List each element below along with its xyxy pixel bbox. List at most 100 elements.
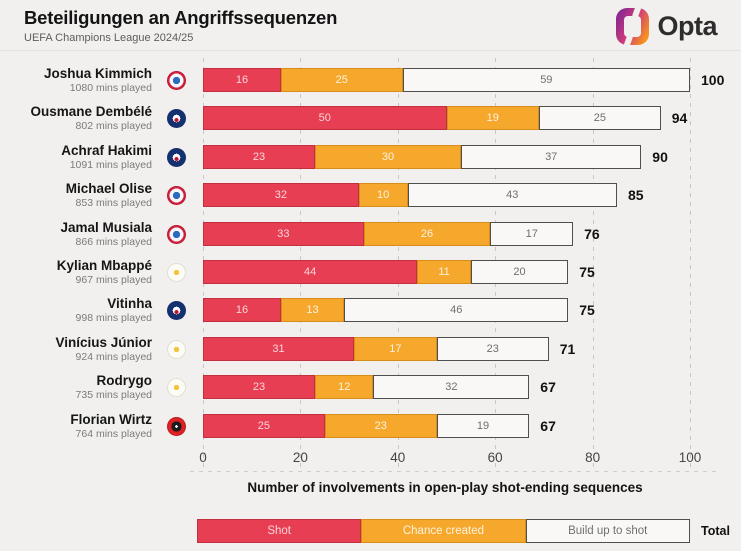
stacked-bar: 16 25 59 — [203, 68, 690, 92]
bar-segment-build-up: 25 — [539, 106, 661, 131]
opta-logo-icon-gap-top — [632, 4, 643, 18]
player-row: Vitinha 998 mins played 16 13 46 75 — [0, 291, 741, 329]
bar-segment-shot: 44 — [203, 260, 418, 284]
player-minutes: 1080 mins played — [69, 82, 152, 94]
bar-segment-chance-created: 23 — [324, 413, 437, 438]
player-label-block: Jamal Musiala 866 mins played — [0, 215, 152, 253]
x-axis-tick-label: 80 — [585, 450, 601, 465]
bar-segment-build-up: 19 — [436, 413, 530, 438]
bar-segment-build-up: 46 — [344, 298, 569, 323]
bar-segment-build-up: 59 — [402, 68, 690, 92]
bar-segment-shot: 23 — [203, 144, 315, 169]
player-name: Joshua Kimmich — [43, 66, 152, 81]
player-name: Jamal Musiala — [60, 219, 152, 235]
bar-total-value: 90 — [652, 148, 668, 165]
gridline-x-80 — [592, 58, 594, 470]
bar-segment-shot: 25 — [203, 413, 325, 438]
real-club-badge-icon — [167, 378, 186, 398]
stacked-bar: 23 12 32 — [203, 375, 530, 400]
bar-segment-build-up: 17 — [490, 221, 574, 246]
player-label-block: Florian Wirtz 764 mins played — [0, 407, 152, 445]
bar-segment-chance-created: 25 — [280, 68, 403, 92]
stacked-bar: 23 30 37 — [203, 144, 642, 169]
real-club-badge-icon — [167, 339, 186, 359]
player-label-block: Vinícius Júnior 924 mins played — [0, 330, 152, 368]
bar-segment-chance-created: 19 — [446, 106, 540, 131]
bar-segment-shot: 50 — [203, 106, 447, 131]
bar-segment-build-up: 43 — [407, 183, 617, 208]
x-axis-title: Number of involvements in open-play shot… — [247, 480, 643, 495]
player-row: Michael Olise 853 mins played 32 10 43 85 — [0, 176, 741, 214]
bar-segment-chance-created: 30 — [315, 144, 462, 169]
player-minutes: 924 mins played — [75, 350, 152, 363]
player-row: Joshua Kimmich 1080 mins played 16 25 59 100 — [0, 61, 741, 99]
bar-segment-shot: 33 — [203, 221, 364, 246]
bar-segment-chance-created: 13 — [280, 298, 345, 323]
bar-segment-chance-created: 11 — [417, 260, 471, 284]
player-minutes: 1091 mins played — [69, 158, 152, 171]
bar-segment-shot: 16 — [203, 68, 281, 92]
bar-total-value: 71 — [559, 340, 576, 357]
stacked-bar: 33 26 17 — [203, 221, 574, 246]
stacked-bar: 16 13 46 — [203, 298, 569, 323]
player-name: Achraf Hakimi — [61, 142, 152, 158]
player-name: Florian Wirtz — [70, 411, 152, 427]
bar-segment-chance-created: 12 — [315, 375, 374, 400]
axis-bottom-dashed-line — [190, 471, 717, 472]
player-name: Vinícius Júnior — [55, 334, 152, 350]
x-axis-tick-label: 0 — [199, 450, 207, 465]
psg-club-badge-icon — [167, 301, 186, 321]
legend-item-shot: Shot — [197, 519, 362, 543]
opta-logo-icon-hole — [624, 16, 642, 37]
player-row: Rodrygo 735 mins played 23 12 32 67 — [0, 368, 741, 406]
player-minutes: 802 mins played — [75, 120, 152, 133]
bar-segment-shot: 31 — [203, 336, 354, 361]
page-subtitle: UEFA Champions League 2024/25 — [24, 32, 194, 44]
player-label-block: Achraf Hakimi 1091 mins played — [0, 138, 152, 176]
opta-logo: Opta — [616, 4, 717, 49]
stacked-bar: 31 17 23 — [203, 336, 549, 361]
bar-segment-chance-created: 17 — [353, 336, 437, 361]
bar-segment-chance-created: 26 — [363, 221, 491, 246]
bar-segment-shot: 16 — [203, 298, 281, 323]
player-name: Rodrygo — [96, 373, 153, 389]
bayern-club-badge-icon — [167, 224, 186, 244]
x-axis-tick-label: 20 — [292, 450, 308, 465]
player-label-block: Vitinha 998 mins played — [0, 291, 152, 329]
bar-total-value: 94 — [671, 110, 688, 127]
chart-legend: Shot Chance created Build up to shot — [197, 519, 690, 543]
legend-item-chance: Chance created — [361, 519, 526, 543]
bar-total-value: 100 — [701, 72, 725, 88]
player-minutes: 764 mins played — [75, 427, 152, 440]
bayern-club-badge-icon — [167, 71, 186, 90]
bar-segment-build-up: 20 — [470, 260, 569, 284]
player-minutes: 866 mins played — [75, 235, 152, 248]
player-row: Achraf Hakimi 1091 mins played 23 30 37 90 — [0, 138, 741, 176]
bar-total-value: 85 — [627, 187, 644, 204]
player-row: Ousmane Dembélé 802 mins played 50 19 25 94 — [0, 99, 741, 137]
player-name: Kylian Mbappé — [56, 258, 152, 273]
gridline-x-100 — [690, 58, 691, 470]
bar-total-value: 76 — [584, 225, 600, 242]
player-minutes: 967 mins played — [75, 274, 152, 286]
opta-logo-text: Opta — [657, 11, 717, 41]
player-label-block: Kylian Mbappé 967 mins played — [0, 253, 152, 291]
stacked-bar: 44 11 20 — [203, 260, 569, 284]
player-label-block: Michael Olise 853 mins played — [0, 176, 152, 214]
stacked-bar: 32 10 43 — [203, 183, 617, 208]
x-axis-tick-label: 60 — [487, 450, 503, 465]
bar-segment-shot: 32 — [203, 183, 359, 208]
stacked-bar: 25 23 19 — [203, 413, 530, 438]
player-row: Vinícius Júnior 924 mins played 31 17 23 71 — [0, 330, 741, 368]
x-axis-tick-label: 100 — [678, 450, 702, 465]
legend-total-label: Total — [701, 524, 730, 538]
bar-total-value: 75 — [579, 264, 595, 280]
bar-segment-build-up: 37 — [461, 144, 642, 169]
player-name: Vitinha — [107, 296, 152, 312]
bar-total-value: 67 — [540, 379, 556, 396]
player-label-block: Rodrygo 735 mins played — [0, 368, 152, 406]
legend-item-build: Build up to shot — [525, 519, 690, 543]
bayern-club-badge-icon — [167, 186, 186, 206]
bar-segment-shot: 23 — [203, 375, 315, 400]
